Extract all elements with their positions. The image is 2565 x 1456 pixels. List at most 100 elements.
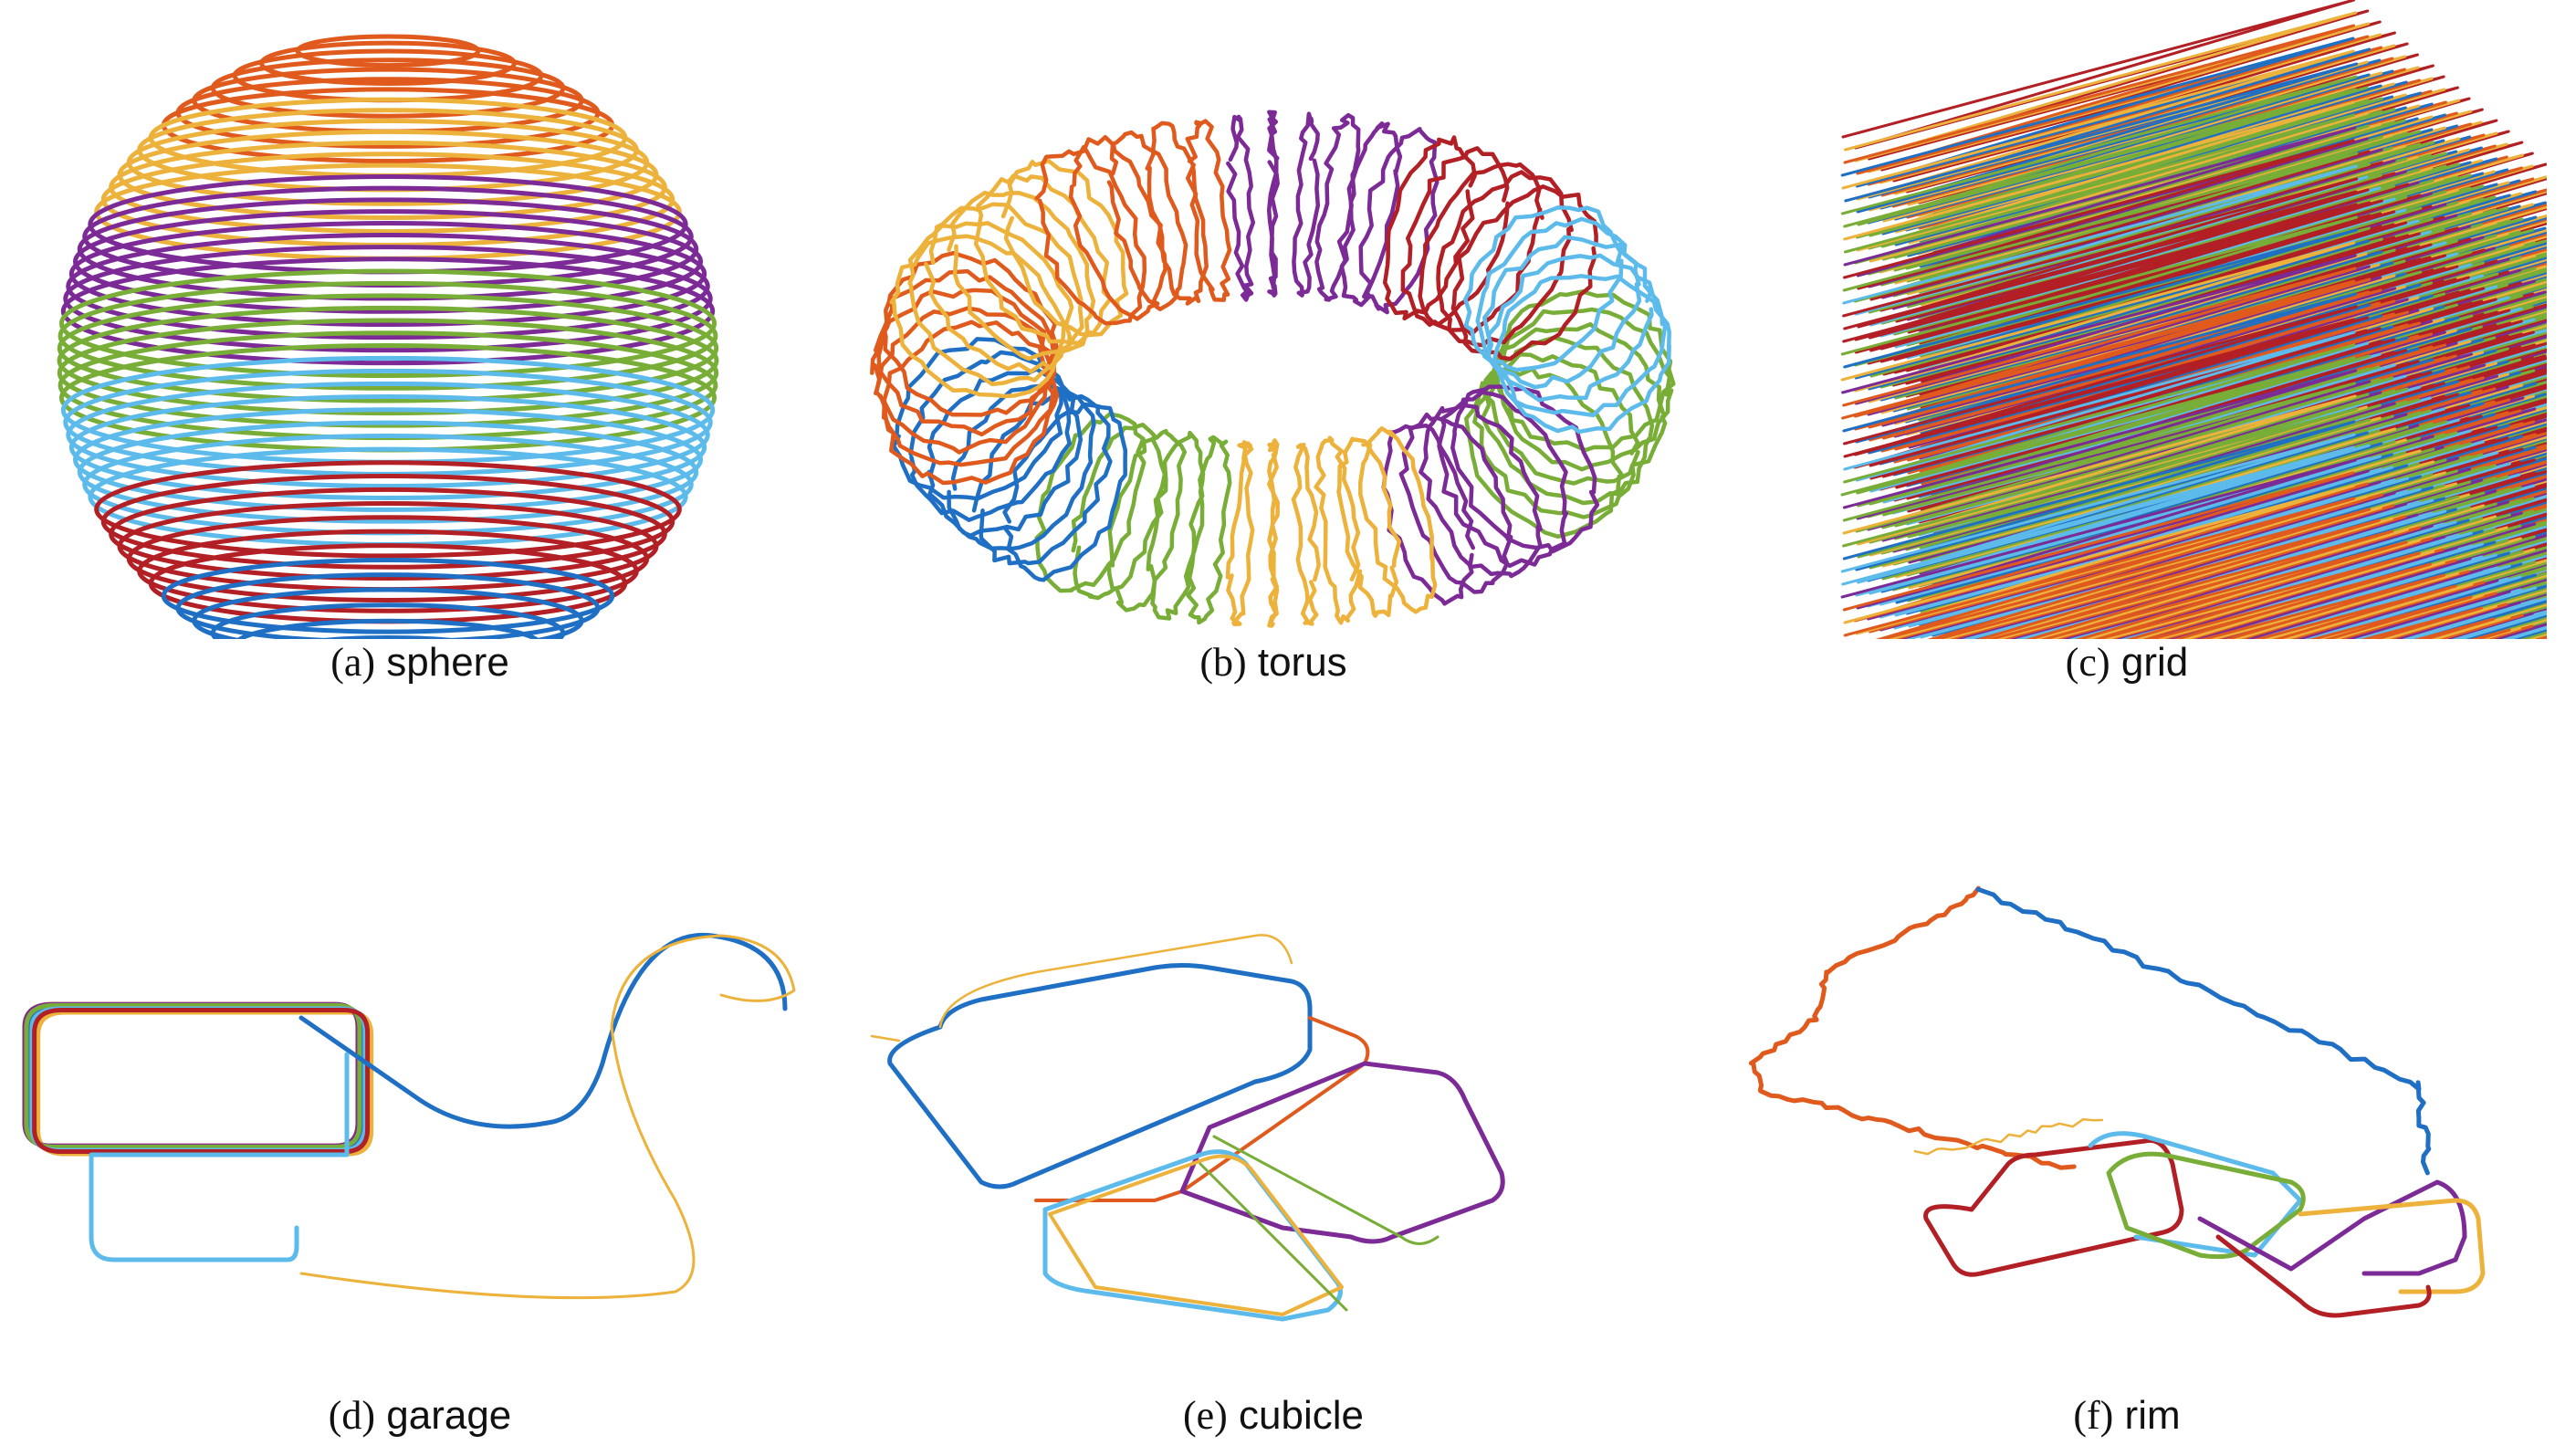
rim-plot bbox=[1748, 885, 2486, 1318]
torus-loop bbox=[1486, 253, 1668, 418]
torus-loop bbox=[1462, 205, 1624, 372]
torus-loop bbox=[1336, 121, 1403, 308]
torus-loop bbox=[1186, 435, 1232, 625]
rim-track bbox=[1748, 885, 1981, 1066]
torus-plot bbox=[870, 110, 1676, 628]
sphere-ring bbox=[66, 233, 710, 340]
torus-loop bbox=[908, 350, 1072, 522]
rim-loop bbox=[2106, 1151, 2306, 1260]
rim-track bbox=[1975, 886, 2432, 1176]
rim-loop bbox=[2197, 1179, 2467, 1276]
sphere-ring bbox=[109, 487, 667, 581]
sphere-ring bbox=[63, 368, 713, 477]
garage-track bbox=[298, 932, 788, 1129]
rim-loop bbox=[1923, 1137, 2184, 1277]
torus-loop bbox=[881, 319, 1060, 486]
sphere-ring bbox=[68, 394, 707, 500]
garage-loop bbox=[22, 1001, 361, 1148]
torus-loop bbox=[1000, 159, 1129, 338]
torus-loop bbox=[1398, 412, 1513, 594]
garage-loop bbox=[25, 1003, 363, 1150]
sphere-ring bbox=[236, 618, 540, 639]
sphere-ring bbox=[161, 557, 615, 634]
sphere-ring bbox=[137, 529, 639, 613]
panel-cubicle: (e) cubicle bbox=[853, 762, 1693, 1456]
torus-loop bbox=[1382, 135, 1477, 321]
torus-loop bbox=[1002, 402, 1128, 582]
grid-layer bbox=[1843, 497, 2511, 639]
caption-letter: (e) bbox=[1182, 1393, 1228, 1438]
sphere-ring bbox=[77, 420, 699, 524]
caption-name: torus bbox=[1257, 640, 1347, 685]
caption-torus: (b) torus bbox=[853, 639, 1693, 686]
torus-loop bbox=[1068, 134, 1167, 321]
caption-name: sphere bbox=[386, 640, 509, 685]
caption-grid: (c) grid bbox=[1707, 639, 2547, 686]
sphere-ring bbox=[60, 257, 716, 366]
torus-loop bbox=[1106, 428, 1188, 613]
cubicle-loop bbox=[1179, 1061, 1505, 1244]
torus-loop bbox=[1472, 351, 1640, 519]
cubicle-loop bbox=[1042, 1149, 1343, 1322]
torus-loop bbox=[1292, 111, 1321, 298]
torus-loop bbox=[1226, 114, 1256, 302]
garage-loop bbox=[24, 1002, 362, 1149]
panel-torus: (b) torus bbox=[853, 0, 1693, 694]
panel-rim: (f) rim bbox=[1707, 762, 2547, 1456]
sphere-ring bbox=[100, 474, 675, 570]
torus-loop bbox=[1185, 119, 1232, 302]
garage-track bbox=[89, 1052, 350, 1262]
grid-layer bbox=[1843, 484, 2537, 639]
rim-track bbox=[1751, 1062, 2077, 1170]
rim-track bbox=[1913, 1117, 2104, 1156]
torus-loop bbox=[1336, 436, 1402, 618]
cubicle-track bbox=[870, 934, 1293, 1042]
sphere-ring bbox=[175, 572, 601, 639]
cubicle-loop bbox=[1034, 1016, 1370, 1202]
torus-loop bbox=[1492, 274, 1671, 435]
torus-loop bbox=[1071, 423, 1167, 601]
caption-letter: (d) bbox=[328, 1393, 376, 1438]
torus-loop bbox=[1106, 130, 1188, 311]
torus-loop bbox=[1358, 426, 1438, 614]
cubicle-loop bbox=[887, 963, 1313, 1189]
caption-letter: (a) bbox=[330, 640, 376, 685]
sphere-ring bbox=[63, 245, 713, 353]
torus-loop bbox=[1034, 412, 1146, 593]
torus-loop bbox=[1475, 216, 1642, 390]
rim-loop bbox=[2298, 1198, 2486, 1294]
torus-loop bbox=[1225, 440, 1255, 626]
torus-loop bbox=[1034, 148, 1147, 326]
garage-loop bbox=[22, 1001, 361, 1148]
caption-cubicle: (e) cubicle bbox=[853, 1392, 1693, 1439]
panel-garage: (d) garage bbox=[0, 762, 840, 1456]
caption-name: garage bbox=[386, 1393, 512, 1438]
sphere-ring bbox=[94, 460, 682, 559]
caption-letter: (f) bbox=[2073, 1393, 2114, 1438]
torus-loop bbox=[891, 337, 1063, 501]
torus-loop bbox=[1314, 435, 1363, 625]
caption-letter: (c) bbox=[2065, 640, 2110, 685]
sphere-ring bbox=[66, 381, 710, 488]
sphere-ring bbox=[72, 407, 704, 512]
garage-loop bbox=[25, 1003, 363, 1150]
caption-letter: (b) bbox=[1199, 640, 1247, 685]
rim-loop bbox=[2215, 1234, 2432, 1318]
torus-loop bbox=[1358, 126, 1440, 315]
torus-loop bbox=[1450, 184, 1598, 361]
caption-sphere: (a) sphere bbox=[0, 639, 840, 686]
torus-loop bbox=[1267, 438, 1280, 628]
torus-loop bbox=[971, 390, 1113, 566]
torus-loop bbox=[924, 202, 1084, 374]
torus-loop bbox=[1314, 112, 1361, 302]
grid-plot bbox=[1840, 0, 2547, 639]
panel-sphere: (a) sphere bbox=[0, 0, 840, 694]
garage-track bbox=[299, 934, 796, 1300]
sphere-ring bbox=[68, 221, 707, 327]
garage-plot bbox=[22, 932, 796, 1300]
torus-loop bbox=[1419, 403, 1543, 579]
torus-loop bbox=[1436, 170, 1574, 348]
panel-grid: (c) grid bbox=[1707, 0, 2547, 694]
sphere-ring bbox=[192, 587, 584, 639]
